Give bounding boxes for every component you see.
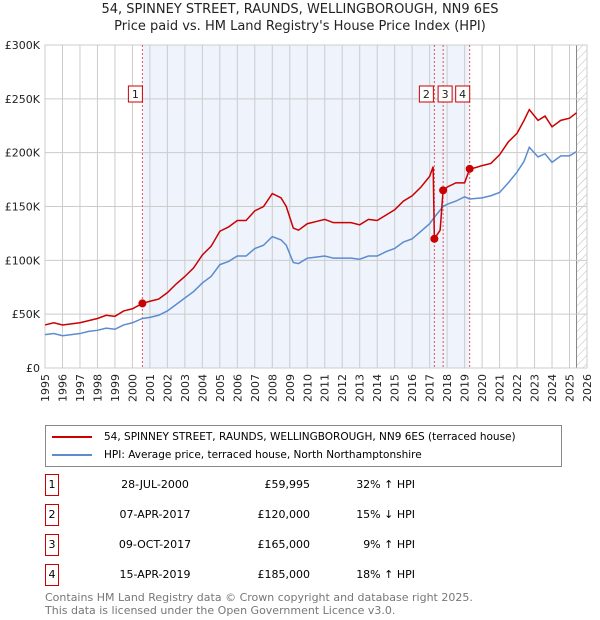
property-line-swatch — [52, 436, 92, 438]
transaction-row: 1 28-JUL-2000 £59,995 32% ↑ HPI — [45, 474, 425, 496]
sale-date: 07-APR-2017 — [119, 508, 191, 521]
sale-label: 2 — [423, 88, 430, 101]
sale-label: 1 — [132, 88, 139, 101]
x-tick-label: 2014 — [371, 374, 384, 402]
sale-number-badge: 4 — [45, 564, 59, 586]
price-chart: 1995 1996 1997 1998 1999 2000 2001 2002 2003 2004… — [5, 39, 594, 402]
x-tick-label: 2005 — [214, 374, 227, 402]
x-tick-label: 2022 — [511, 374, 524, 402]
transaction-row: 2 07-APR-2017 £120,000 15% ↓ HPI — [45, 504, 425, 526]
y-tick-label: £50K — [12, 308, 41, 321]
x-tick-label: 1997 — [74, 374, 87, 402]
x-tick-label: 2015 — [389, 374, 402, 402]
footer-copyright: Contains HM Land Registry data © Crown c… — [45, 591, 473, 604]
x-tick-label: 2021 — [494, 374, 507, 402]
y-tick-label: £200K — [5, 147, 41, 160]
x-tick-label: 2025 — [564, 374, 577, 402]
legend-property: 54, SPINNEY STREET, RAUNDS, WELLINGBOROU… — [104, 431, 516, 443]
sale-date: 15-APR-2019 — [119, 568, 191, 581]
chart-title: 54, SPINNEY STREET, RAUNDS, WELLINGBOROU… — [101, 2, 499, 17]
sale-date: 28-JUL-2000 — [121, 478, 189, 491]
sale-point — [430, 234, 439, 243]
x-tick-label: 2004 — [196, 374, 209, 402]
x-tick-label: 2001 — [144, 374, 157, 402]
x-tick-label: 2013 — [354, 374, 367, 402]
chart-subtitle: Price paid vs. HM Land Registry's House … — [114, 19, 486, 34]
sale-price: £185,000 — [257, 568, 311, 581]
x-tick-label: 2018 — [441, 374, 454, 402]
transaction-row: 3 09-OCT-2017 £165,000 9% ↑ HPI — [45, 534, 425, 556]
sale-price: £59,995 — [264, 478, 311, 491]
sale-hpi-diff: 15% ↓ HPI — [356, 508, 415, 521]
sale-label-box — [437, 85, 453, 103]
y-tick-label: £150K — [5, 201, 41, 214]
x-tick-label: 1995 — [39, 374, 52, 402]
footer-licence: This data is licensed under the Open Gov… — [45, 604, 396, 617]
plot-frame — [44, 44, 588, 369]
sale-hpi-diff: 18% ↑ HPI — [356, 568, 415, 581]
x-tick-label: 2008 — [266, 374, 279, 402]
sale-label: 3 — [442, 88, 449, 101]
x-tick-label: 1996 — [56, 374, 69, 402]
sale-hpi-diff: 32% ↑ HPI — [356, 478, 415, 491]
sale-label-box — [455, 85, 471, 103]
sale-date: 09-OCT-2017 — [118, 538, 192, 551]
sale-number-badge: 1 — [45, 474, 59, 496]
x-tick-label: 2011 — [319, 374, 332, 402]
sale-label-box — [418, 85, 434, 103]
transaction-row: 4 15-APR-2019 £185,000 18% ↑ HPI — [45, 564, 425, 586]
hpi-line-swatch — [52, 454, 92, 456]
x-tick-label: 2020 — [476, 374, 489, 402]
hpi-line — [44, 145, 577, 337]
legend-hpi: HPI: Average price, terraced house, Nort… — [104, 449, 422, 461]
y-tick-label: £100K — [5, 254, 41, 267]
sale-point — [138, 299, 147, 308]
x-tick-label: 2016 — [406, 374, 419, 402]
sale-hpi-diff: 9% ↑ HPI — [363, 538, 415, 551]
x-tick-label: 2023 — [529, 374, 542, 402]
sale-number-badge: 3 — [45, 534, 59, 556]
sale-price: £120,000 — [257, 508, 311, 521]
sale-price: £165,000 — [257, 538, 311, 551]
x-tick-label: 2006 — [231, 374, 244, 402]
x-tick-label: 2024 — [546, 374, 559, 402]
y-tick-label: £250K — [5, 93, 41, 106]
x-tick-label: 1999 — [109, 374, 122, 402]
sale-point — [439, 186, 448, 195]
x-tick-label: 2026 — [581, 374, 594, 402]
x-tick-label: 2002 — [161, 374, 174, 402]
footer: Contains HM Land Registry data © Crown c… — [45, 591, 473, 617]
x-tick-label: 2019 — [459, 374, 472, 402]
sale-label: 4 — [459, 88, 466, 101]
x-tick-label: 2007 — [249, 374, 262, 402]
x-tick-label: 2009 — [284, 374, 297, 402]
sale-point — [465, 164, 474, 173]
sale-label-box — [127, 85, 143, 103]
y-tick-label: £300K — [5, 39, 41, 52]
legend: 54, SPINNEY STREET, RAUNDS, WELLINGBOROU… — [45, 425, 562, 467]
x-tick-label: 2017 — [424, 374, 437, 402]
x-tick-label: 2000 — [126, 374, 139, 402]
sale-number-badge: 2 — [45, 504, 59, 526]
y-tick-label: £0 — [26, 362, 40, 375]
x-tick-label: 2012 — [336, 374, 349, 402]
x-tick-label: 2010 — [301, 374, 314, 402]
x-tick-label: 2003 — [179, 374, 192, 402]
x-tick-label: 1998 — [91, 374, 104, 402]
